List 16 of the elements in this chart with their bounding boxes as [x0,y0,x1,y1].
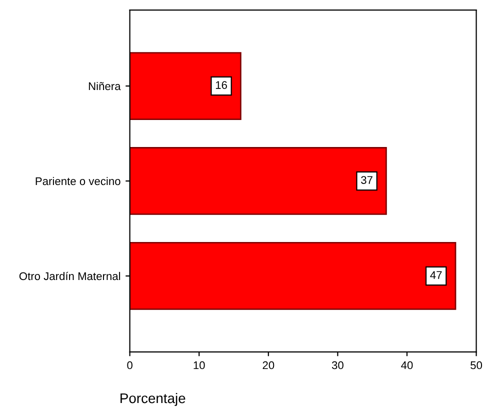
data-label: 37 [361,176,372,184]
bar [130,147,387,215]
y-tick-label: Otro Jardín Maternal [19,272,120,280]
data-label: 16 [216,81,227,89]
bar [130,242,456,310]
x-tick-label: 0 [127,361,132,370]
y-tick-label: Niñera [88,82,121,90]
x-tick-label: 50 [470,361,482,370]
x-tick-label: 40 [401,361,413,370]
y-tick-label: Pariente o vecino [36,176,120,186]
x-axis-title: Porcentaje [120,392,186,406]
x-tick-label: 20 [262,361,274,370]
x-tick-label: 30 [332,361,344,370]
x-tick-label: 10 [194,361,205,370]
data-label: 47 [430,271,442,279]
bar [130,52,242,120]
